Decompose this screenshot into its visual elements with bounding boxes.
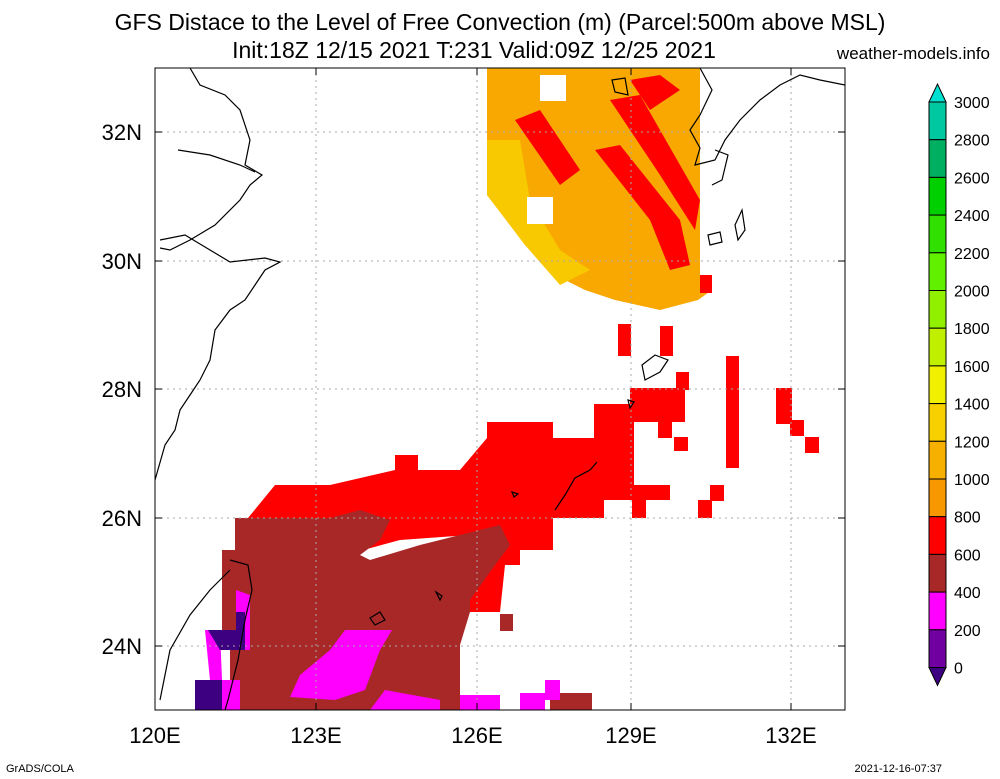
colorbar-label: 2800 [954, 133, 990, 150]
colorbar-segment [928, 214, 947, 254]
colorbar-segment [928, 176, 947, 216]
lat-label: 26N [102, 506, 142, 531]
colorbar-label: 400 [954, 585, 981, 602]
lon-labels: 120E 123E 126E 129E 132E [129, 723, 816, 748]
colorbar-segment [928, 591, 947, 631]
lon-label: 129E [605, 723, 656, 748]
colorbar-segment [928, 365, 947, 405]
footer-software: GrADS/COLA [6, 763, 74, 775]
colorbar-label: 1800 [954, 321, 990, 338]
colorbar-label: 800 [954, 510, 981, 527]
lon-label: 126E [451, 723, 502, 748]
field-gaps [527, 75, 730, 275]
lat-label: 30N [102, 249, 142, 274]
field-red-main [248, 422, 670, 612]
colorbar-label: 2600 [954, 170, 990, 187]
lat-label: 28N [102, 377, 142, 402]
site-label: weather-models.info [836, 44, 990, 63]
colorbar-segment [928, 139, 947, 178]
chart-subtitle: Init:18Z 12/15 2021 T:231 Valid:09Z 12/2… [232, 37, 716, 63]
field-red-cells [594, 324, 819, 518]
colorbar-segment [928, 629, 947, 668]
field-orange-light [487, 140, 590, 285]
lon-label: 120E [129, 723, 180, 748]
colorbar: 3000280026002400220020001800160014001200… [928, 82, 990, 687]
field-brown-cell [500, 614, 513, 631]
axis-ticks [155, 68, 845, 710]
colorbar-label: 1000 [954, 472, 990, 489]
colorbar-label: 2000 [954, 284, 990, 301]
chart-title: GFS Distace to the Level of Free Convect… [114, 9, 886, 35]
colorbar-segment [928, 327, 947, 367]
colorbar-segment [928, 290, 947, 329]
colorbar-segment [928, 403, 947, 442]
colorbar-segment [928, 553, 947, 593]
coastlines [155, 68, 845, 710]
lat-label: 32N [102, 120, 142, 145]
lat-labels: 32N 30N 28N 26N 24N [102, 120, 142, 659]
lon-label: 132E [765, 723, 816, 748]
colorbar-segment [928, 478, 947, 518]
field-brown [222, 510, 510, 710]
lat-label: 24N [102, 634, 142, 659]
colorbar-top-arrow [928, 82, 947, 103]
colorbar-label: 2200 [954, 246, 990, 263]
colorbar-label: 600 [954, 547, 981, 564]
colorbar-label: 1600 [954, 359, 990, 376]
field-red-streaks [515, 75, 712, 293]
field-brown-cell [550, 693, 592, 710]
lon-label: 123E [290, 723, 341, 748]
colorbar-segment [928, 101, 947, 141]
colorbar-label: 3000 [954, 95, 990, 112]
colorbar-label: 1200 [954, 434, 990, 451]
footer-timestamp: 2021-12-16-07:37 [854, 763, 942, 775]
colorbar-label: 1400 [954, 397, 990, 414]
colorbar-bottom-arrow [928, 667, 947, 687]
field-layer [195, 68, 819, 710]
colorbar-label: 0 [954, 661, 963, 678]
colorbar-segment [928, 252, 947, 292]
colorbar-label: 200 [954, 623, 981, 640]
colorbar-segment [928, 440, 947, 480]
field-purple [195, 612, 245, 710]
colorbar-label: 2400 [954, 208, 990, 225]
colorbar-segment [928, 516, 947, 555]
